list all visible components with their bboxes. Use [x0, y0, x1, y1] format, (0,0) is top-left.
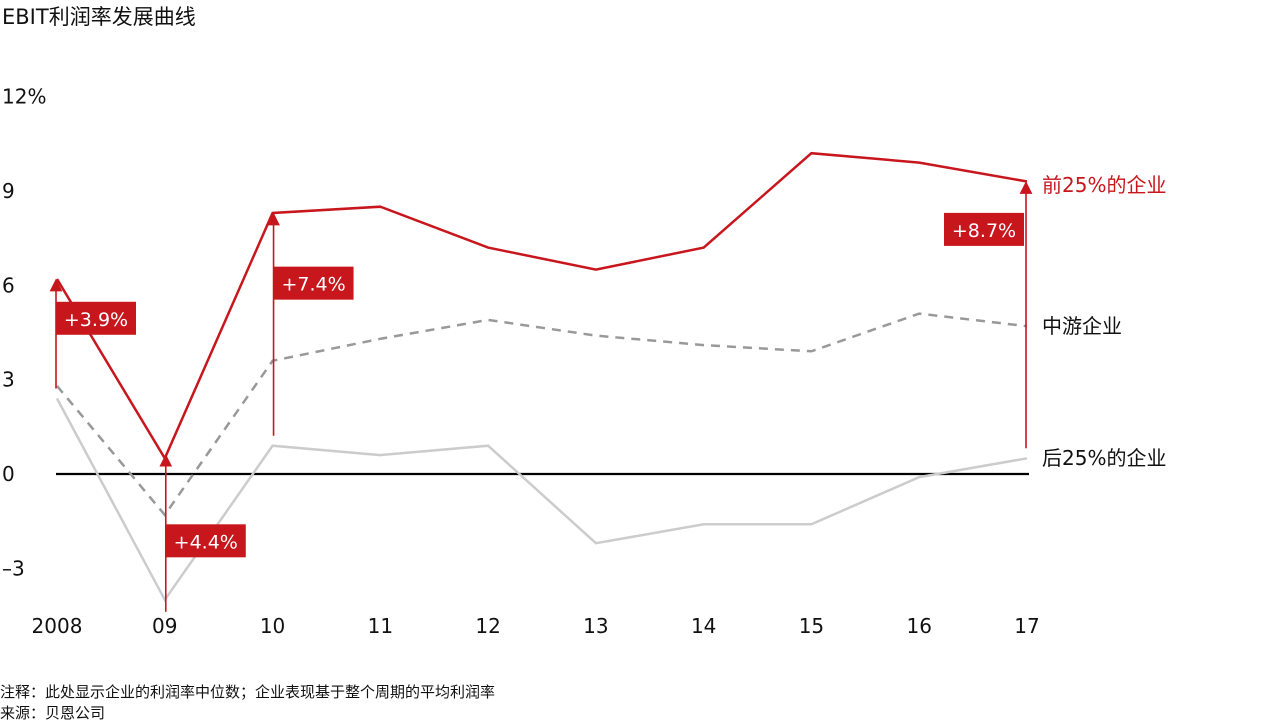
delta-callout-label: +8.7%	[952, 220, 1016, 242]
delta-callout-label: +3.9%	[64, 309, 128, 331]
x-tick-label: 16	[906, 614, 931, 638]
delta-callout: +4.4%	[165, 524, 246, 558]
x-tick-label: 09	[152, 614, 177, 638]
chart-source: 来源：贝恩公司	[0, 704, 106, 722]
x-tick-label: 10	[260, 614, 285, 638]
delta-callout-box	[273, 266, 354, 300]
x-tick-label: 14	[691, 614, 716, 638]
y-tick-label: 6	[2, 273, 15, 297]
y-tick-label: 0	[2, 462, 15, 486]
chart-title: EBIT利润率发展曲线	[2, 5, 196, 29]
x-tick-label: 17	[1014, 614, 1039, 638]
delta-callout: +8.7%	[944, 212, 1024, 246]
delta-callout-box	[165, 524, 246, 558]
x-tick-label: 12	[475, 614, 500, 638]
x-tick-label: 13	[583, 614, 608, 638]
series-label-mid: 中游企业	[1042, 314, 1122, 338]
x-tick-label: 2008	[32, 614, 83, 638]
y-tick-label: –3	[2, 556, 25, 580]
series-line-bottom	[55, 397, 1028, 603]
delta-callout-box	[944, 212, 1024, 246]
delta-callout-box	[56, 301, 136, 335]
x-tick-label: 15	[799, 614, 824, 638]
delta-callout: +3.9%	[56, 301, 136, 335]
series-line-mid	[56, 312, 1028, 517]
y-tick-label: 9	[2, 179, 15, 203]
series-line-top	[55, 151, 1028, 462]
series-label-top: 前25%的企业	[1042, 173, 1166, 197]
y-tick-label: 12%	[2, 85, 46, 109]
delta-callout-label: +4.4%	[174, 531, 238, 553]
y-tick-label: 3	[2, 368, 15, 392]
chart-note: 注释：此处显示企业的利润率中位数；企业表现基于整个周期的平均利润率	[0, 683, 496, 701]
delta-callout-label: +7.4%	[281, 274, 345, 296]
delta-callout: +7.4%	[273, 266, 354, 300]
x-tick-label: 11	[368, 614, 393, 638]
series-label-bottom: 后25%的企业	[1042, 446, 1166, 470]
